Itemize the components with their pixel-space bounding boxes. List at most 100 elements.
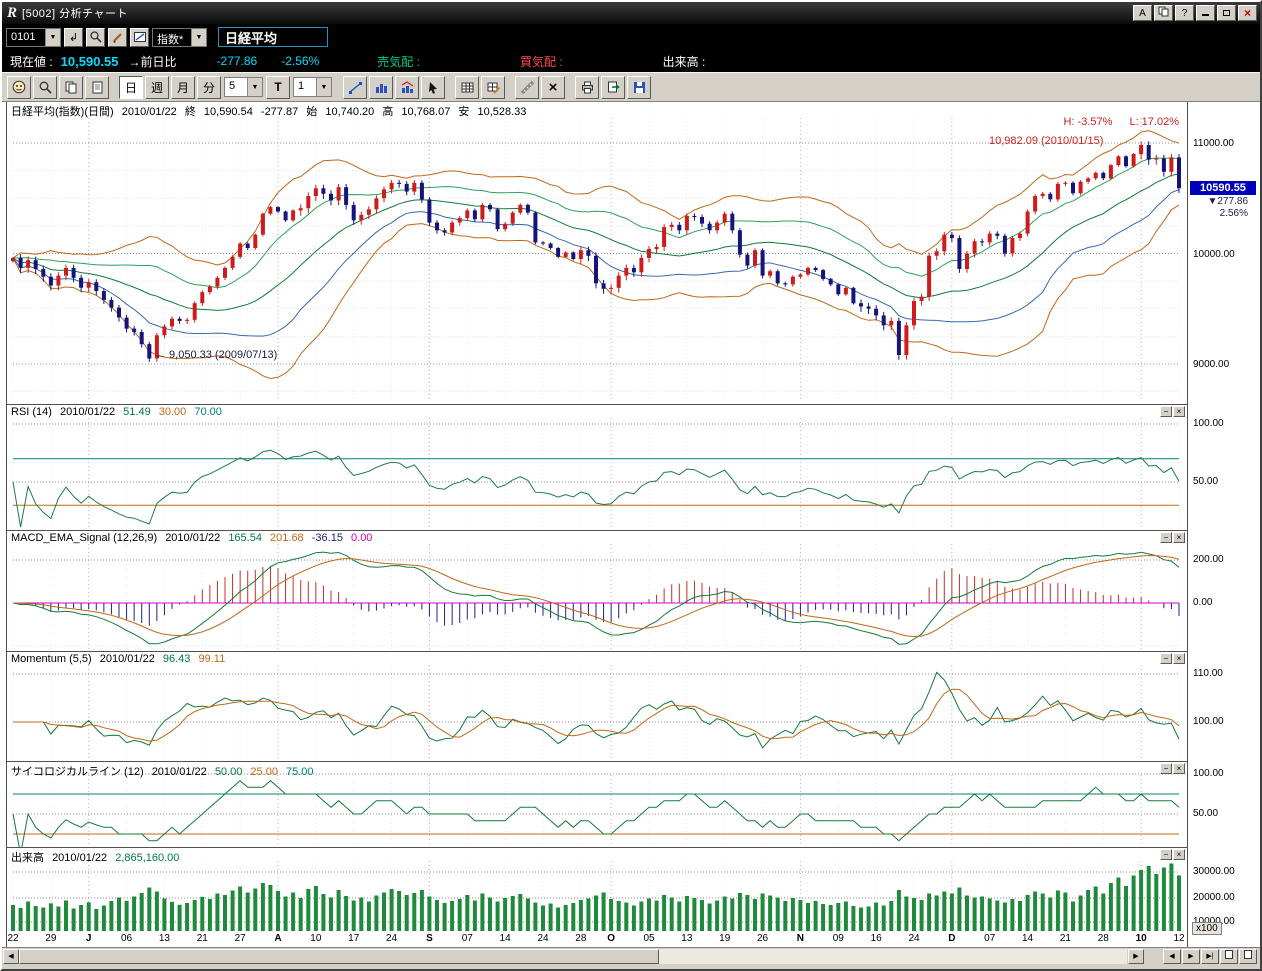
pointer-tool-button[interactable] (421, 75, 445, 99)
copy-window-button[interactable] (1154, 5, 1173, 21)
quote-status-bar: 現在値 : 10,590.55 →前日比 -277.86 -2.56% 売気配 … (2, 50, 1260, 72)
panel-close-button[interactable]: × (1173, 849, 1185, 860)
tag-percent: 2.56% (1219, 208, 1248, 219)
chevron-down-icon[interactable]: ▼ (45, 28, 60, 46)
volume-panel: 出来高 2010/01/22 2,865,160.00 − × (7, 847, 1187, 933)
trendline-tool-button[interactable] (343, 75, 367, 99)
close-icon: × (1243, 6, 1251, 20)
panel-minimize-button[interactable]: − (1160, 849, 1172, 860)
period-minute-button[interactable]: 分 (197, 75, 221, 99)
x-tick-label: 10 (310, 933, 322, 944)
x-tick-label: 14 (499, 933, 511, 944)
mode-button[interactable] (130, 27, 149, 47)
psych-chart-canvas[interactable] (7, 762, 1187, 848)
momentum-chart-canvas[interactable] (7, 652, 1187, 762)
bars-line-icon (401, 80, 413, 93)
assistant-button[interactable] (7, 75, 31, 99)
index-select[interactable]: 指数* ▼ (152, 27, 207, 47)
symbol-toolbar: 0101 ▼ ↲ 指数* ▼ 日経平均 (2, 24, 1260, 50)
volume-axis-label: 20000.00 (1193, 892, 1235, 903)
save-button[interactable] (627, 75, 651, 99)
x-tick-label: 28 (1097, 933, 1109, 944)
copy-chart-button[interactable] (59, 75, 83, 99)
new-page-button[interactable] (85, 75, 109, 99)
scrollbar-track[interactable] (19, 949, 1127, 964)
jump-end-button[interactable]: ▶| (1201, 949, 1219, 964)
panel-minimize-button[interactable]: − (1160, 763, 1172, 774)
macd-chart-canvas[interactable] (7, 531, 1187, 652)
rsi-axis-label: 50.00 (1193, 476, 1219, 487)
count-select[interactable]: 1 ▼ (293, 77, 332, 97)
period-day-button[interactable]: 日 (119, 75, 143, 99)
panel-minimize-button[interactable]: − (1160, 406, 1172, 417)
tag-price: 10590.55 (1190, 181, 1256, 195)
chart-area: 日経平均(指数)(日間) 2010/01/22 終 10,590.54 -277… (2, 102, 1260, 947)
maximize-button[interactable] (1217, 5, 1236, 21)
psych-axis-label: 50.00 (1193, 808, 1219, 819)
grid-button[interactable] (455, 75, 479, 99)
clear-drawings-button[interactable]: × (541, 75, 565, 99)
enter-button[interactable]: ↲ (64, 27, 83, 47)
close-button[interactable]: × (1238, 5, 1257, 21)
chevron-down-icon[interactable]: ▼ (316, 78, 331, 96)
search-button[interactable] (86, 27, 105, 47)
price-chart-canvas[interactable] (7, 102, 1187, 404)
scroll-right-button[interactable]: ▶ (1128, 949, 1144, 964)
title-bar[interactable]: R [5002] 分析チャート A ? × (2, 2, 1260, 24)
volume-chart-canvas[interactable] (7, 848, 1187, 934)
enter-icon: ↲ (68, 31, 79, 44)
step-forward-button[interactable]: ▶ (1182, 949, 1200, 964)
bid-label: 買気配 : (519, 54, 563, 69)
layout-page-button-2[interactable] (1239, 949, 1257, 964)
app-logo-icon: R (7, 4, 18, 21)
grid-pencil-icon (487, 82, 500, 94)
x-tick-label: D (948, 933, 956, 944)
momentum-axis-label: 110.00 (1193, 668, 1223, 679)
measure-tool-button[interactable] (515, 75, 539, 99)
edit-button[interactable] (108, 27, 127, 47)
x-tick-label: 06 (121, 933, 133, 944)
window-title: [5002] 分析チャート (22, 8, 129, 20)
symbol-name-field[interactable]: 日経平均 (218, 27, 328, 47)
help-button[interactable]: ? (1175, 5, 1194, 21)
page-icon (92, 81, 102, 93)
code-value: 0101 (11, 30, 36, 43)
export-button[interactable] (601, 75, 625, 99)
panel-close-button[interactable]: × (1173, 406, 1185, 417)
grid-settings-button[interactable] (481, 75, 505, 99)
zoom-button[interactable] (33, 75, 57, 99)
chevron-down-icon[interactable]: ▼ (191, 28, 206, 46)
layout-page-button-1[interactable] (1220, 949, 1238, 964)
prev-diff-label: →前日比 (128, 54, 177, 69)
scroll-left-button[interactable]: ◀ (3, 949, 19, 964)
panel-close-button[interactable]: × (1173, 532, 1185, 543)
period-month-button[interactable]: 月 (171, 75, 195, 99)
tick-button[interactable]: T (266, 75, 290, 99)
a-button[interactable]: A (1133, 5, 1152, 21)
page-icon (1244, 950, 1252, 959)
price-axis-label: 11000.00 (1193, 138, 1234, 149)
trough-annotation: ← 9,050.33 (2009/07/13) (155, 349, 278, 361)
step-back-button[interactable]: ◀ (1163, 949, 1181, 964)
minimize-button[interactable] (1196, 5, 1215, 21)
price-axis-label: 10000.00 (1193, 249, 1235, 260)
scrollbar-thumb[interactable] (19, 949, 659, 964)
x-tick-label: 05 (643, 933, 655, 944)
minute-interval-select[interactable]: 5 ▼ (224, 77, 263, 97)
bar-chart-button[interactable] (369, 75, 393, 99)
rsi-chart-canvas[interactable] (7, 405, 1187, 531)
x-tick-label: 28 (575, 933, 587, 944)
chart-toolbar: 日 週 月 分 5 ▼ T 1 ▼ (2, 72, 1260, 102)
code-input[interactable]: 0101 ▼ (6, 27, 61, 47)
chevron-down-icon[interactable]: ▼ (247, 78, 262, 96)
panel-minimize-button[interactable]: − (1160, 532, 1172, 543)
panel-minimize-button[interactable]: − (1160, 653, 1172, 664)
volume-chart-button[interactable] (395, 75, 419, 99)
rsi-panel: RSI (14) 2010/01/22 51.49 30.00 70.00 − … (7, 404, 1187, 530)
panel-close-button[interactable]: × (1173, 763, 1185, 774)
current-price-value: 10,590.55 (60, 53, 119, 69)
panel-close-button[interactable]: × (1173, 653, 1185, 664)
period-week-button[interactable]: 週 (145, 75, 169, 99)
print-button[interactable] (575, 75, 599, 99)
momentum-axis-label: 100.00 (1193, 716, 1224, 727)
